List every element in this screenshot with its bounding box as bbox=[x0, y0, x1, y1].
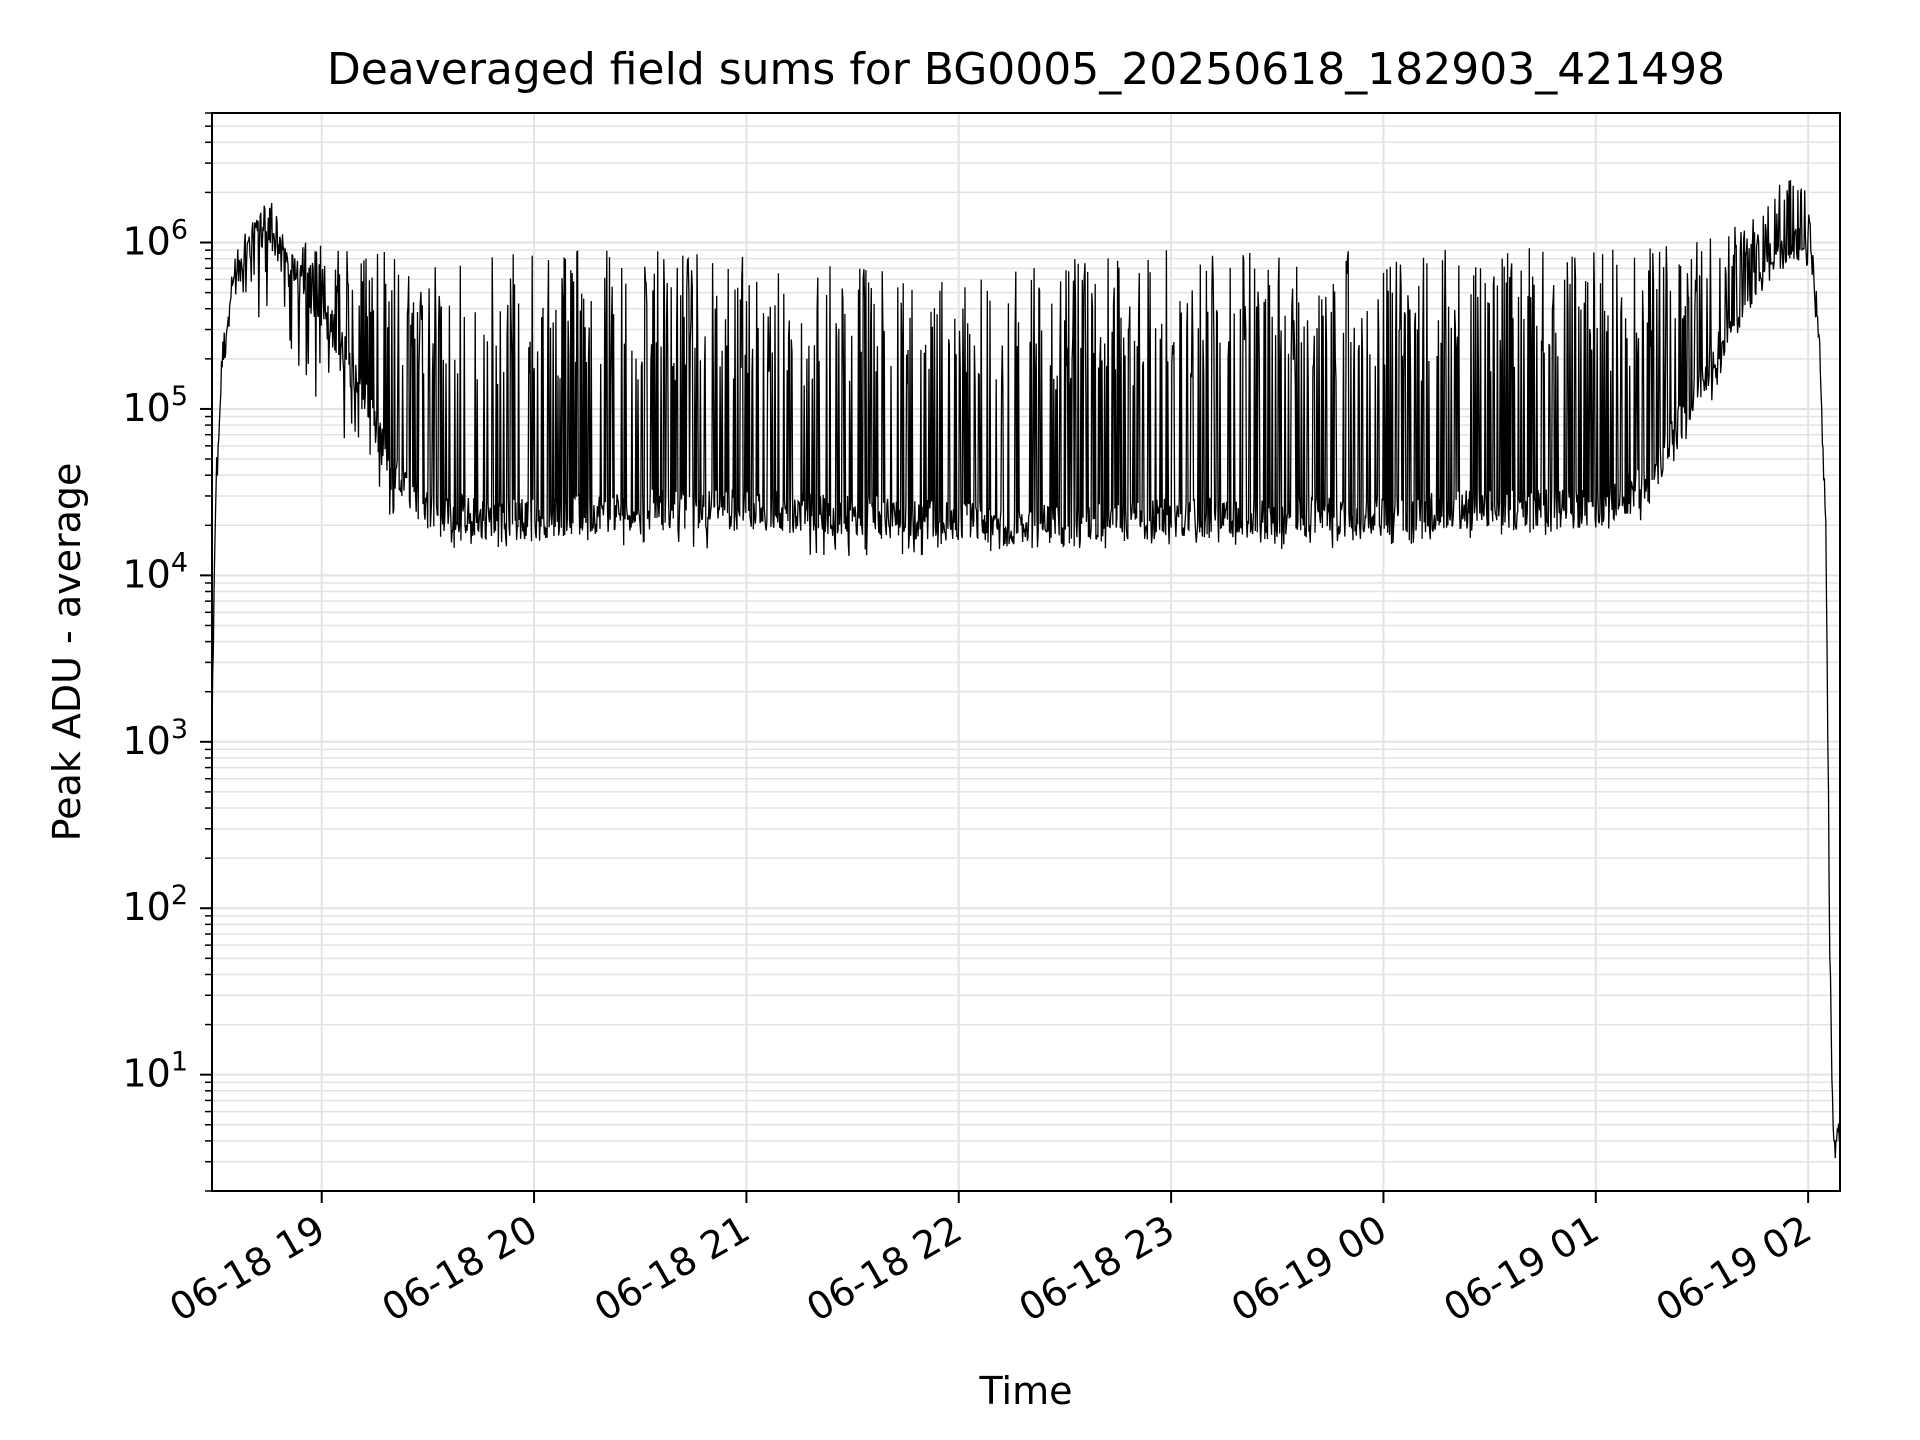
y-axis-ticks: 101 102 103 104 105 106 bbox=[122, 112, 212, 1192]
y-tick-label: 104 bbox=[122, 547, 188, 596]
y-tick-label: 102 bbox=[122, 880, 188, 929]
plot-frame bbox=[211, 112, 1841, 1192]
x-axis-label: Time bbox=[979, 1369, 1073, 1413]
data-series-line bbox=[211, 180, 1840, 1159]
data-line bbox=[211, 180, 1840, 1159]
y-tick-label: 101 bbox=[122, 1047, 188, 1096]
y-tick-label: 105 bbox=[122, 381, 188, 430]
chart-title: Deaveraged field sums for BG0005_2025061… bbox=[327, 44, 1725, 95]
y-axis-label: Peak ADU - average bbox=[45, 463, 89, 842]
y-tick-label: 106 bbox=[122, 215, 188, 264]
y-tick-label: 103 bbox=[122, 714, 188, 763]
